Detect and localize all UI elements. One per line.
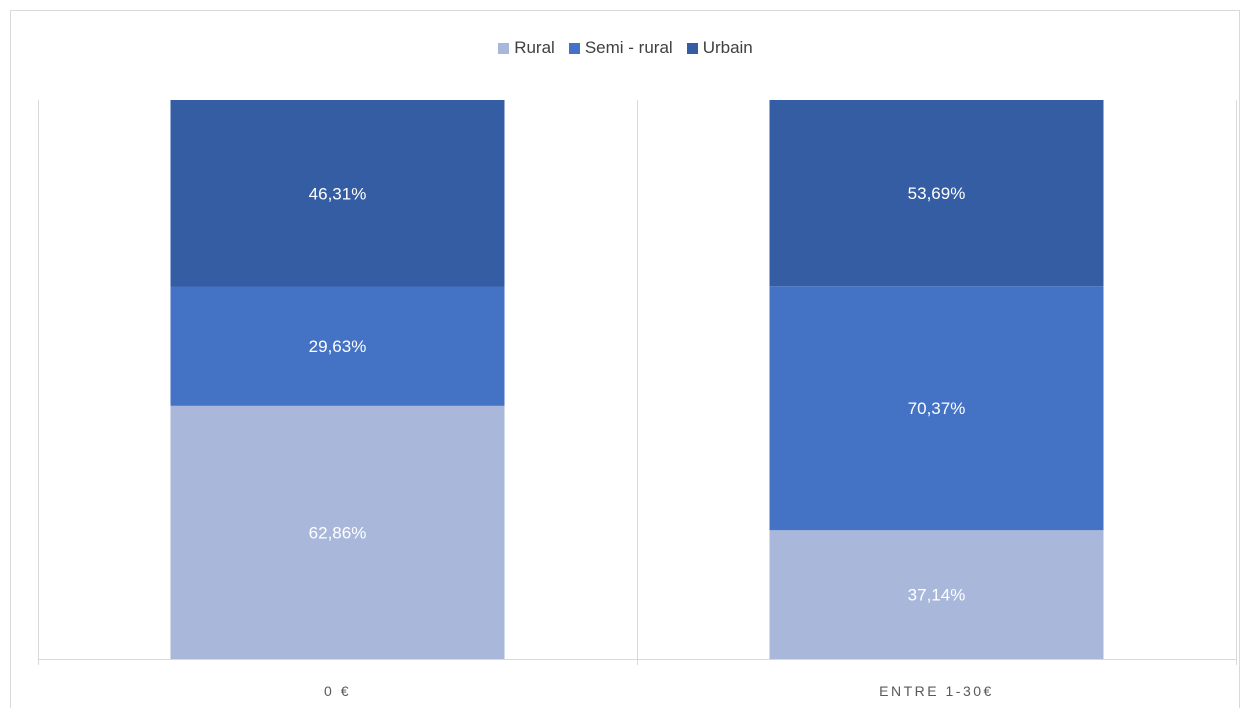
data-label: 62,86%	[309, 523, 367, 542]
bar-segment-semi-rural-0	[170, 286, 505, 406]
legend-item-urbain: Urbain	[686, 38, 753, 58]
data-label: 70,37%	[908, 399, 966, 418]
bar-segment-urbain-0	[170, 100, 505, 287]
data-label: 37,14%	[908, 586, 966, 605]
data-label: 29,63%	[309, 337, 367, 356]
category-label: 0 €	[324, 683, 351, 699]
data-label: 46,31%	[309, 184, 367, 203]
legend-swatch-rural	[498, 42, 510, 54]
legend: Rural Semi - rural Urbain	[0, 36, 1251, 60]
legend-label-semi-rural: Semi - rural	[584, 38, 673, 57]
bar-segment-urbain-1	[769, 100, 1104, 287]
legend-item-rural: Rural	[498, 38, 555, 58]
legend-swatch-urbain	[686, 42, 698, 54]
chart-frame	[10, 10, 1240, 708]
legend-swatch-semi-rural	[568, 42, 580, 54]
bar-segment-semi-rural-1	[769, 286, 1104, 531]
bar-segment-rural-1	[769, 530, 1104, 659]
category-label: ENTRE 1-30€	[879, 683, 994, 699]
legend-item-semi-rural: Semi - rural	[568, 38, 673, 58]
legend-label-urbain: Urbain	[702, 38, 753, 57]
bar-segment-rural-0	[170, 405, 505, 659]
data-label: 53,69%	[908, 184, 966, 203]
legend-label-rural: Rural	[514, 38, 555, 57]
